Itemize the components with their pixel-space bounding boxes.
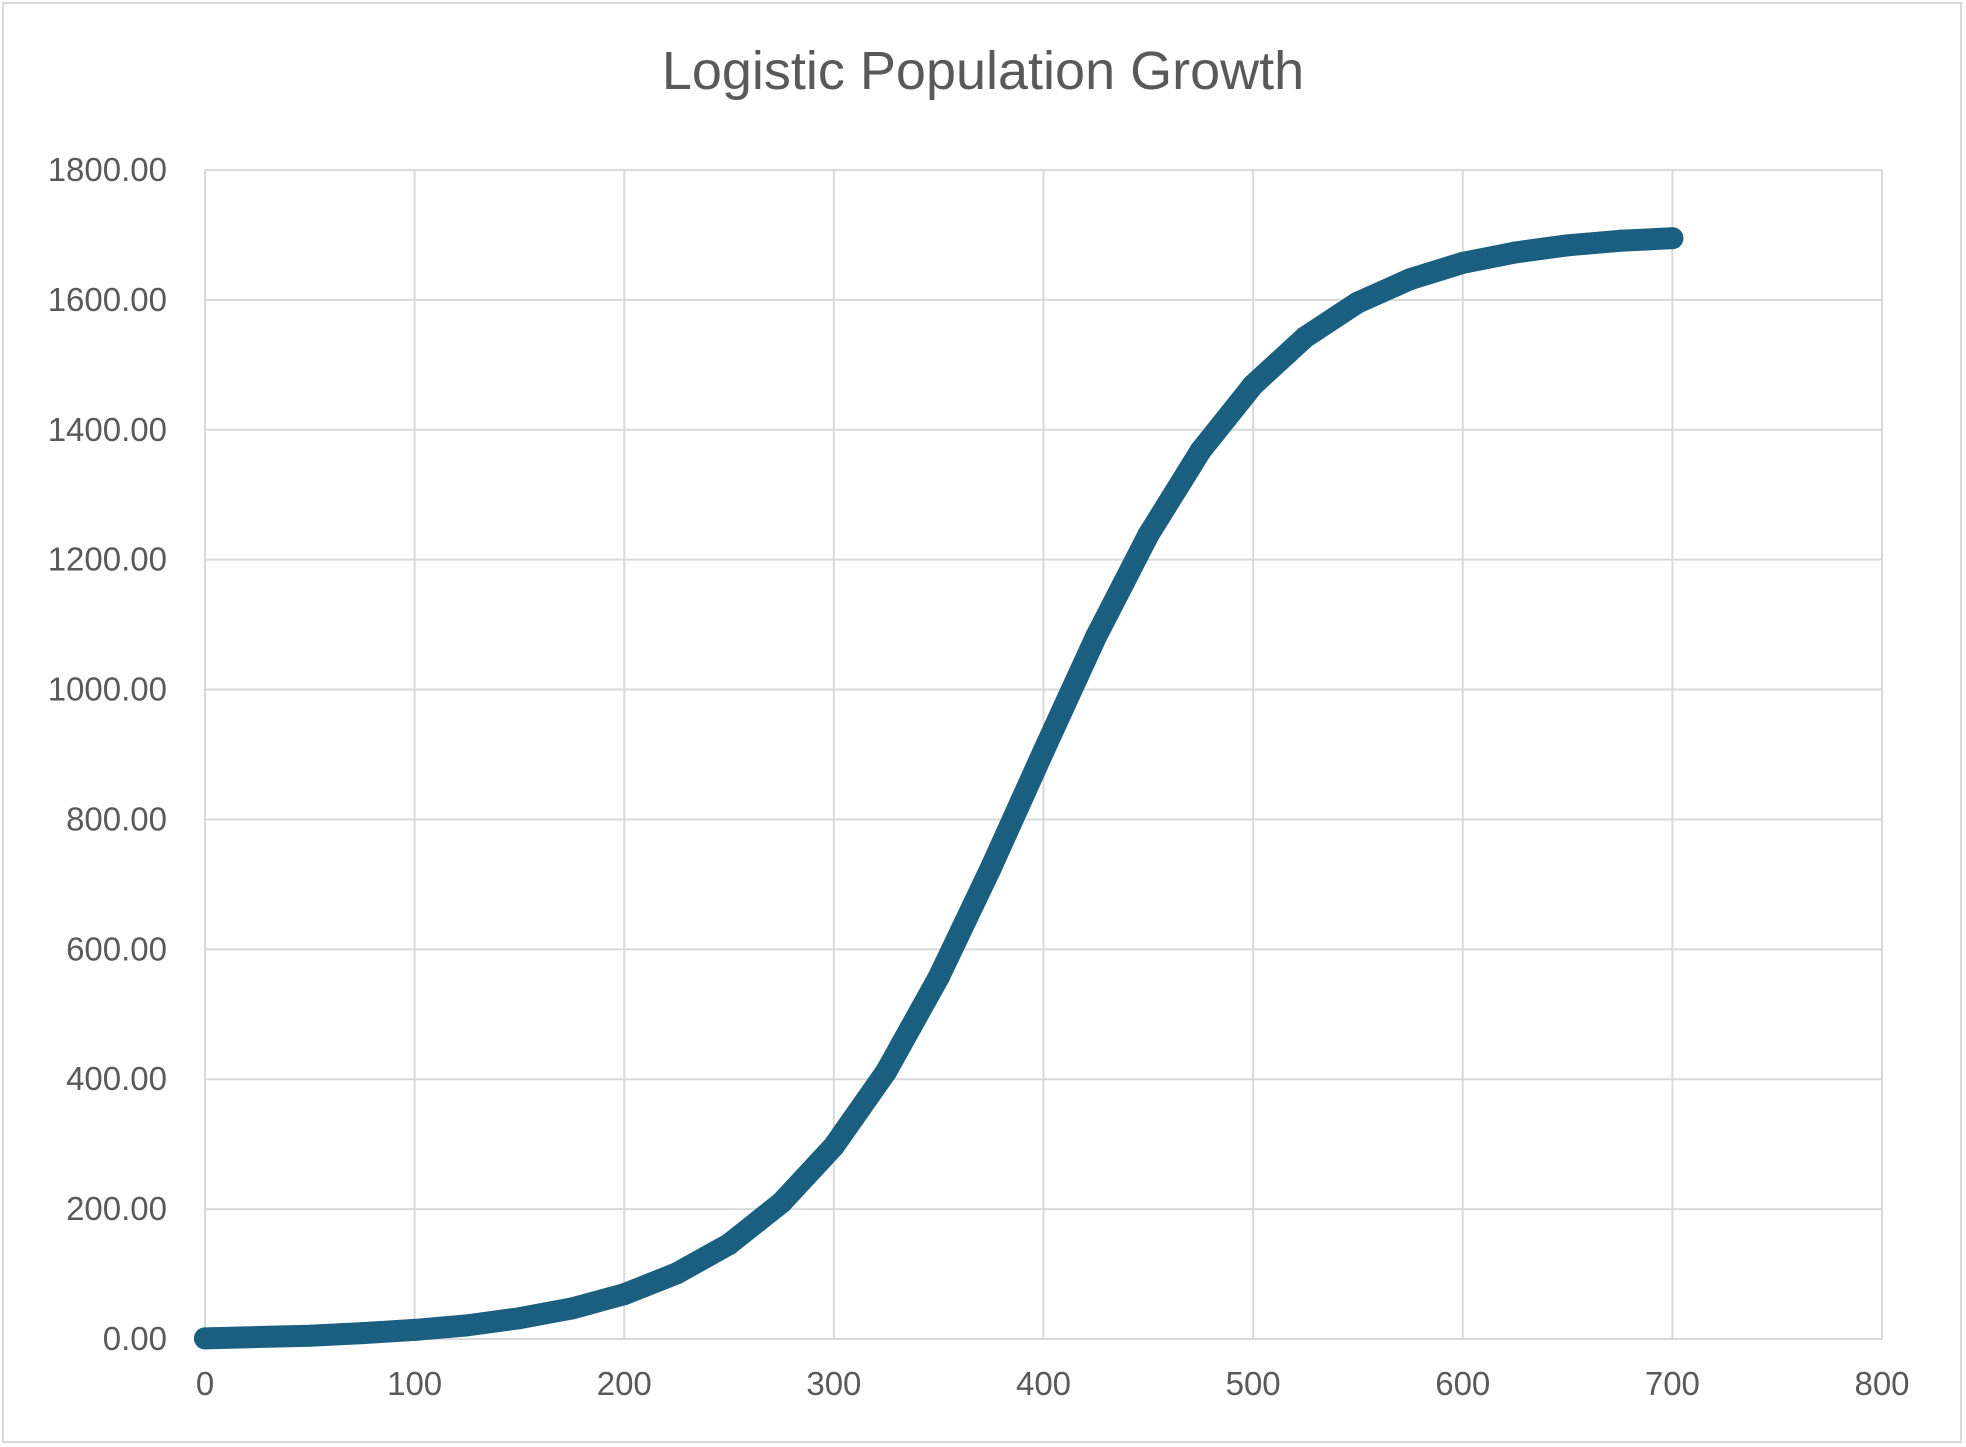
y-tick-label: 0.00 [103, 1320, 167, 1357]
y-tick-label: 1800.00 [48, 151, 167, 188]
data-point [822, 1135, 845, 1158]
data-point [1451, 251, 1474, 274]
x-axis-tick-labels: 0 100 200 300 400 500 600 700 800 [196, 1365, 1910, 1402]
y-tick-label: 400.00 [66, 1060, 167, 1097]
y-tick-label: 200.00 [66, 1190, 167, 1227]
x-tick-label: 0 [196, 1365, 214, 1402]
data-point [1346, 291, 1369, 314]
data-point [718, 1233, 741, 1256]
x-tick-label: 300 [806, 1365, 861, 1402]
x-tick-label: 600 [1435, 1365, 1490, 1402]
data-point [351, 1322, 374, 1345]
data-point [875, 1060, 898, 1083]
data-point [194, 1327, 216, 1350]
x-tick-label: 100 [387, 1365, 442, 1402]
x-tick-label: 800 [1854, 1365, 1909, 1402]
data-point [1137, 523, 1160, 546]
data-point [1032, 740, 1055, 763]
data-point [1294, 325, 1317, 348]
data-point [927, 966, 950, 989]
chart-title: Logistic Population Growth [661, 41, 1305, 101]
y-tick-label: 1200.00 [48, 541, 167, 578]
data-point [770, 1191, 793, 1214]
data-point [1661, 227, 1684, 250]
data-point [665, 1262, 688, 1285]
data-point [403, 1318, 426, 1341]
data-point [1242, 373, 1265, 396]
data-point [508, 1307, 531, 1330]
series-line [194, 227, 1684, 1350]
y-tick-label: 1000.00 [48, 671, 167, 708]
x-tick-label: 500 [1226, 1365, 1281, 1402]
data-point [1504, 241, 1527, 264]
x-tick-label: 700 [1645, 1365, 1700, 1402]
data-point [1399, 268, 1422, 291]
data-point [246, 1326, 269, 1349]
y-tick-label: 1600.00 [48, 281, 167, 318]
y-tick-label: 1400.00 [48, 411, 167, 448]
data-point [980, 856, 1003, 879]
y-tick-label: 600.00 [66, 930, 167, 967]
data-point [456, 1314, 479, 1337]
y-axis-tick-labels: 0.00 200.00 400.00 600.00 800.00 1000.00 1200.… [48, 151, 167, 1357]
data-point [298, 1324, 321, 1347]
y-tick-label: 800.00 [66, 800, 167, 837]
data-point [1608, 229, 1631, 252]
data-point [1084, 625, 1107, 648]
x-tick-label: 400 [1016, 1365, 1071, 1402]
data-point [1189, 439, 1212, 462]
data-point [560, 1297, 583, 1320]
x-tick-label: 200 [597, 1365, 652, 1402]
data-series [194, 227, 1684, 1350]
data-point [1556, 234, 1579, 257]
data-point [613, 1283, 636, 1306]
